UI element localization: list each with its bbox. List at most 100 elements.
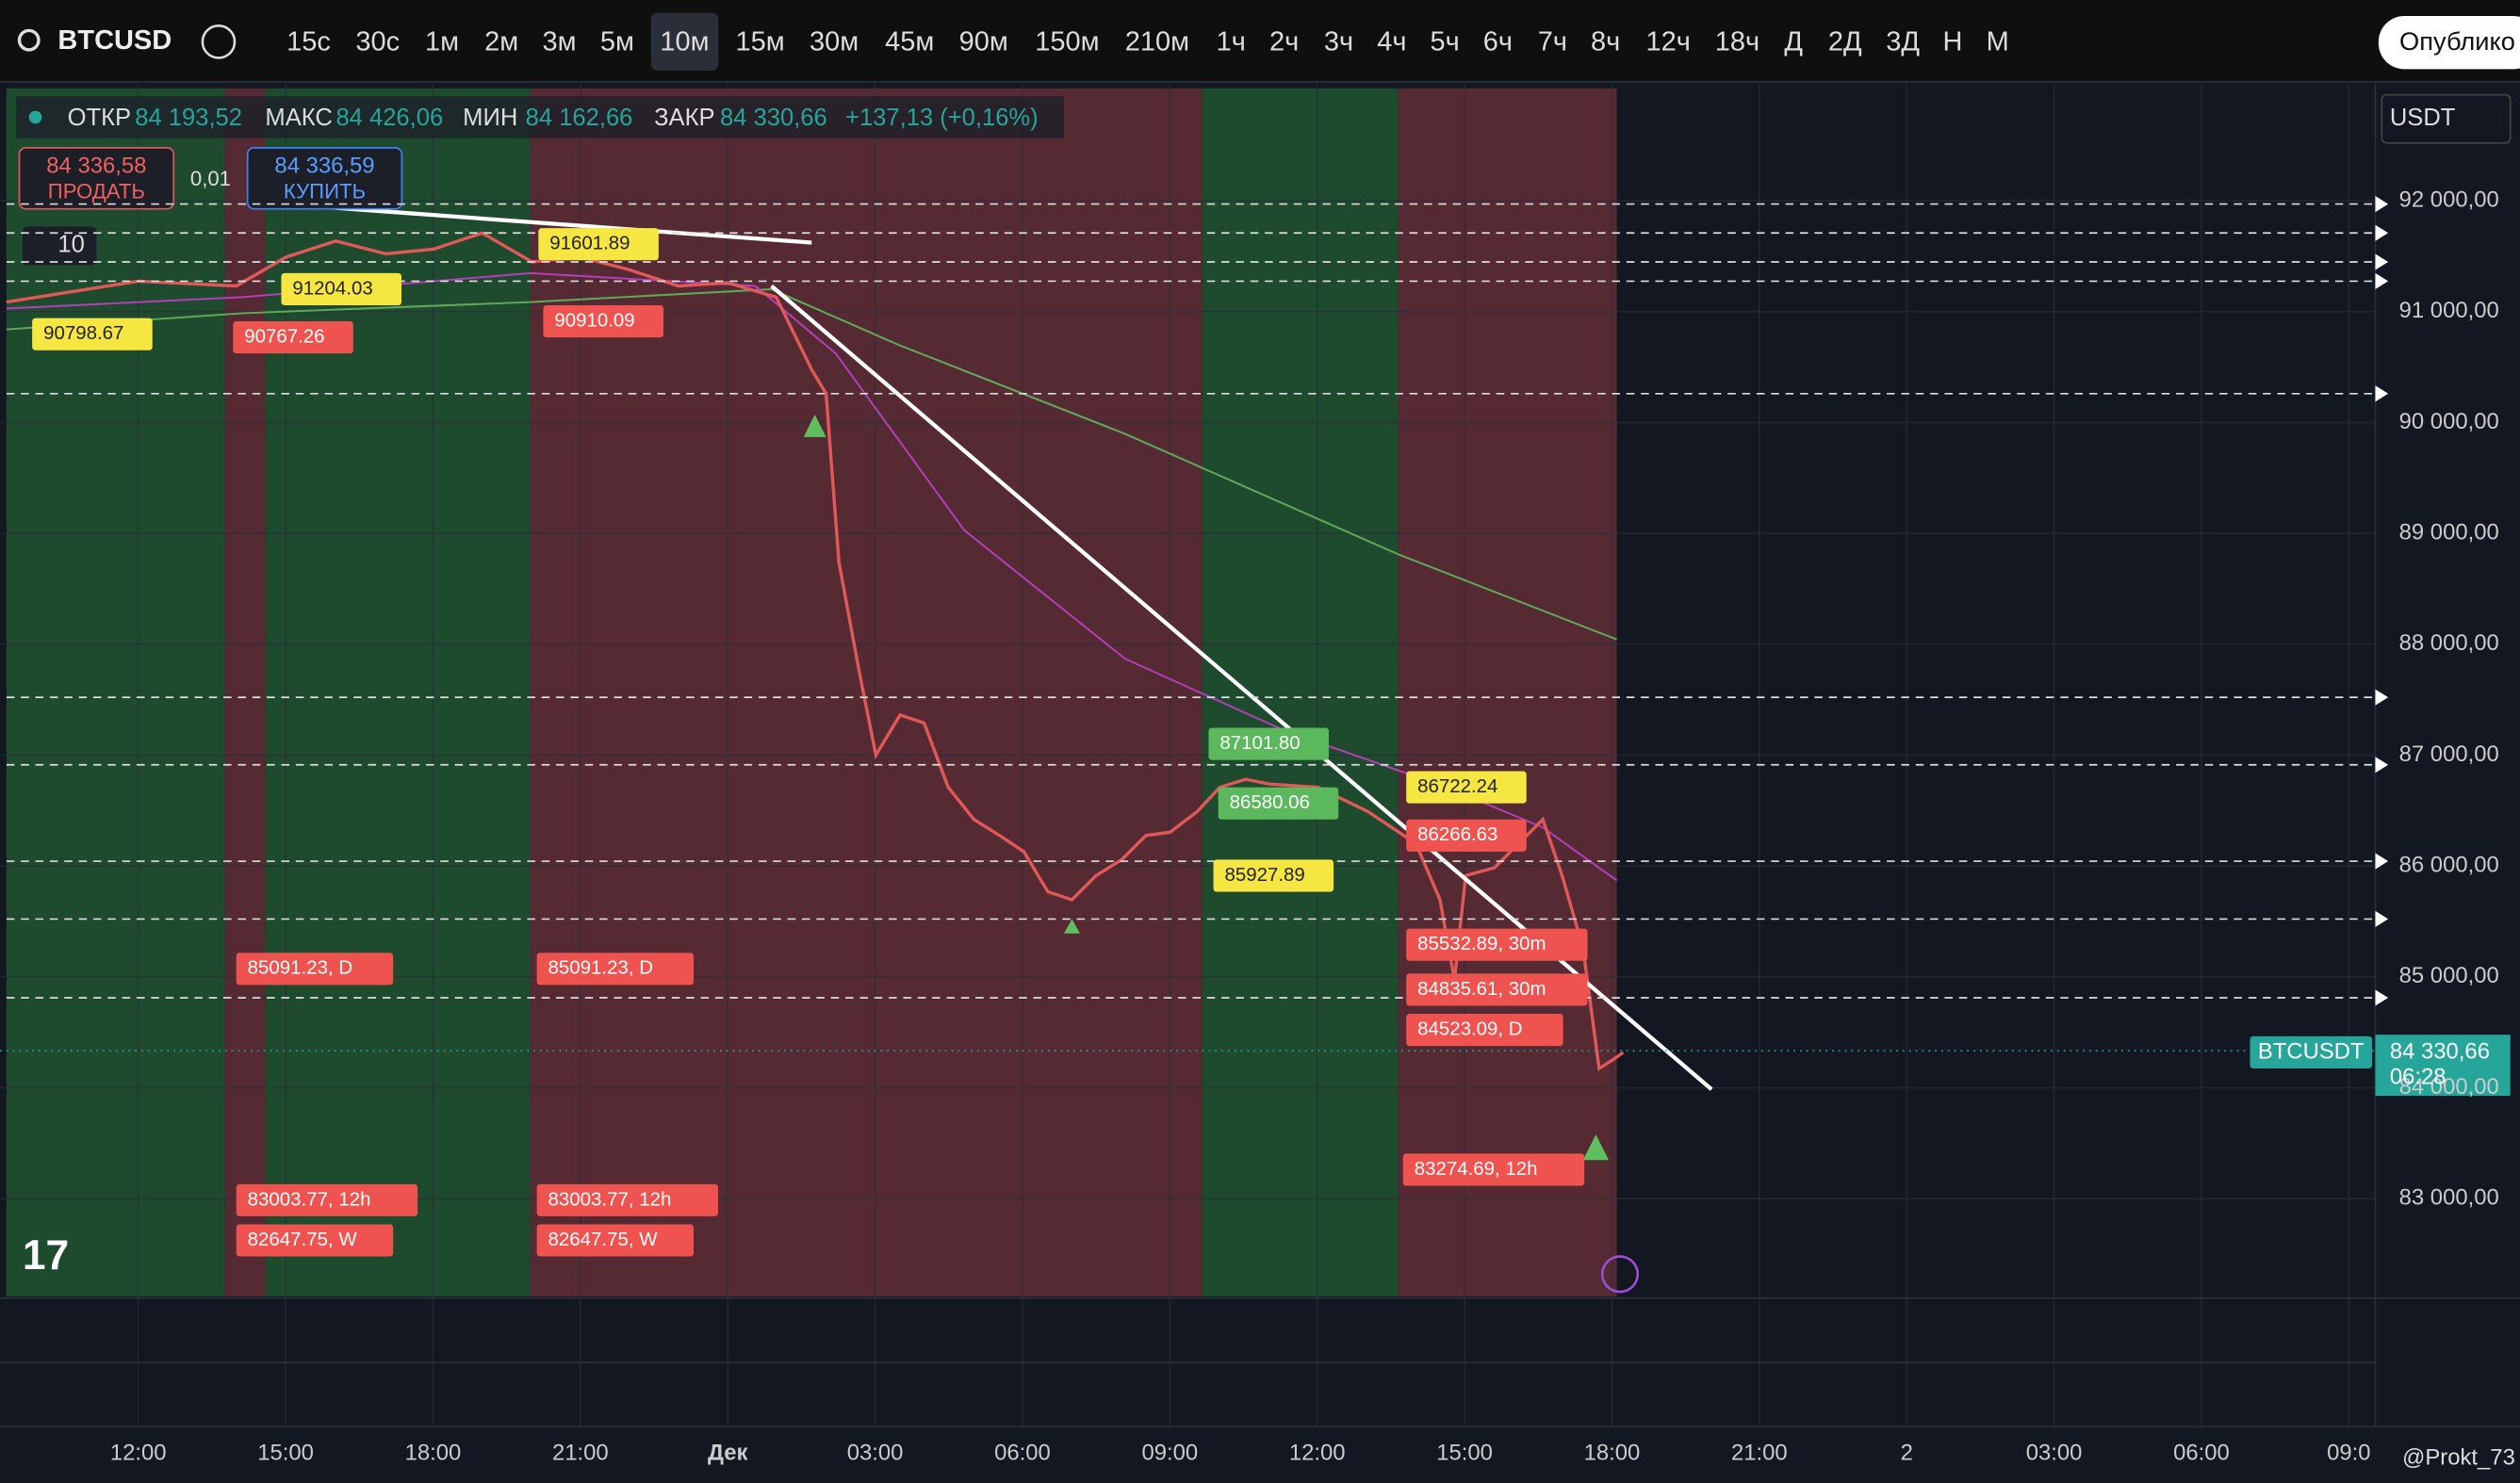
interval-button[interactable]: 150м bbox=[1035, 27, 1099, 57]
interval-button[interactable]: М bbox=[1987, 27, 2009, 57]
level-label: 86266.63 bbox=[1417, 823, 1497, 845]
grid bbox=[0, 83, 2376, 1427]
level-label-box bbox=[236, 953, 394, 986]
level-label: 90910.09 bbox=[554, 309, 634, 331]
interval-button[interactable]: 7ч bbox=[1538, 27, 1567, 57]
session-up bbox=[6, 88, 225, 1297]
interval-button[interactable]: 1м bbox=[425, 27, 459, 57]
level-label-box bbox=[1208, 727, 1329, 760]
interval-button[interactable]: 12ч bbox=[1645, 27, 1690, 57]
countdown: 06:28 bbox=[2390, 1065, 2446, 1090]
time-axis-label: 21:00 bbox=[552, 1441, 609, 1466]
level-label: 83003.77, 12h bbox=[248, 1188, 371, 1210]
indicator-count[interactable]: 10 bbox=[57, 232, 84, 258]
price-axis-label: 92 000,00 bbox=[2399, 187, 2499, 212]
level-label-box bbox=[233, 321, 353, 354]
level-label: 83274.69, 12h bbox=[1415, 1158, 1538, 1180]
level-label: 83003.77, 12h bbox=[548, 1188, 672, 1210]
interval-button[interactable]: 10м bbox=[660, 27, 709, 57]
interval-button[interactable]: 3м bbox=[542, 27, 576, 57]
level-label: 87101.80 bbox=[1219, 732, 1300, 754]
price-axis-label: 83 000,00 bbox=[2399, 1184, 2499, 1210]
level-marker bbox=[2375, 757, 2389, 774]
level-label-box bbox=[236, 1224, 394, 1257]
sell-button[interactable] bbox=[18, 147, 175, 210]
time-axis-label: 12:00 bbox=[110, 1441, 167, 1466]
time-axis-label: Дек bbox=[708, 1441, 748, 1466]
time-axis-label: 03:00 bbox=[2026, 1441, 2083, 1466]
interval-button[interactable]: Н bbox=[1943, 27, 1963, 57]
interval-button[interactable]: 18ч bbox=[1715, 27, 1759, 57]
currency-select[interactable] bbox=[2381, 93, 2512, 144]
sell-label[interactable]: ПРОДАТЬ bbox=[48, 179, 145, 203]
interval-button[interactable]: 5м bbox=[600, 27, 634, 57]
interval-button[interactable]: 30с bbox=[355, 27, 400, 57]
interval-button[interactable]: 3ч bbox=[1324, 27, 1353, 57]
level-marker bbox=[2375, 272, 2389, 289]
quantity[interactable]: 0,01 bbox=[190, 167, 231, 190]
level-label-box bbox=[536, 1183, 718, 1216]
level-label: 85532.89, 30m bbox=[1417, 933, 1546, 954]
add-symbol-button[interactable] bbox=[201, 24, 237, 59]
publish-button[interactable] bbox=[2378, 16, 2520, 70]
currency[interactable]: USDT bbox=[2390, 105, 2456, 131]
buy-button[interactable] bbox=[246, 147, 403, 210]
interval-button[interactable]: 45м bbox=[885, 27, 934, 57]
level-marker bbox=[2375, 989, 2389, 1006]
ma-slow bbox=[6, 287, 1617, 641]
legend-bg bbox=[16, 96, 1064, 139]
interval-button[interactable]: 3Д bbox=[1886, 27, 1920, 57]
legend-low-label: МИН bbox=[463, 105, 517, 131]
price-axis-label: 90 000,00 bbox=[2399, 409, 2499, 434]
interval-button[interactable]: Д bbox=[1784, 27, 1803, 57]
publish-label[interactable]: Опублико bbox=[2399, 26, 2515, 56]
symbol[interactable]: BTCUSD bbox=[57, 25, 172, 56]
interval-button[interactable]: 4ч bbox=[1377, 27, 1406, 57]
level-label-box bbox=[1213, 859, 1334, 892]
interval-button[interactable]: 8ч bbox=[1591, 27, 1620, 57]
buy-label[interactable]: КУПИТЬ bbox=[284, 179, 366, 203]
sell-price[interactable]: 84 336,58 bbox=[46, 154, 146, 179]
interval-button[interactable]: 5ч bbox=[1430, 27, 1459, 57]
last-price: 84 330,66 bbox=[2390, 1038, 2490, 1064]
level-marker bbox=[2375, 385, 2389, 402]
level-label-box bbox=[538, 228, 659, 261]
interval-button[interactable]: 6ч bbox=[1483, 27, 1513, 57]
search-icon[interactable] bbox=[17, 28, 41, 52]
time-axis-label: 03:00 bbox=[847, 1441, 904, 1466]
legend-change: +137,13 (+0,16%) bbox=[845, 105, 1039, 131]
watermark: @Prokt_73 bbox=[2402, 1445, 2515, 1471]
session-down bbox=[224, 88, 266, 1297]
interval-button[interactable]: 15м bbox=[736, 27, 785, 57]
level-label-box bbox=[1218, 787, 1339, 820]
legend-close: 84 330,66 bbox=[720, 105, 827, 131]
level-label: 85091.23, D bbox=[248, 957, 352, 979]
level-label: 90767.26 bbox=[244, 326, 324, 348]
price-axis-label: 86 000,00 bbox=[2399, 852, 2499, 877]
last-price-tag bbox=[2375, 1035, 2511, 1097]
level-label-box bbox=[1406, 973, 1588, 1006]
level-label: 82647.75, W bbox=[548, 1229, 659, 1250]
interval-button[interactable]: 210м bbox=[1125, 27, 1189, 57]
alert-icon[interactable] bbox=[1600, 1255, 1640, 1294]
interval-button[interactable]: 90м bbox=[959, 27, 1008, 57]
price-axis-label: 91 000,00 bbox=[2399, 298, 2499, 323]
level-label: 90798.67 bbox=[43, 322, 123, 344]
interval-button[interactable]: 15с bbox=[286, 27, 331, 57]
interval-button[interactable]: 2м bbox=[484, 27, 518, 57]
level-label: 86722.24 bbox=[1417, 775, 1497, 797]
price-axis-label: 87 000,00 bbox=[2399, 742, 2499, 767]
interval-button[interactable]: 2Д bbox=[1828, 27, 1862, 57]
interval-button[interactable]: 30м bbox=[810, 27, 859, 57]
indicators-toggle[interactable] bbox=[22, 226, 97, 266]
level-label-box bbox=[1406, 1014, 1563, 1047]
buy-price[interactable]: 84 336,59 bbox=[274, 154, 374, 179]
time-axis-label: 15:00 bbox=[257, 1441, 314, 1466]
time-axis-label: 18:00 bbox=[405, 1441, 462, 1466]
interval-button[interactable]: 1ч bbox=[1217, 27, 1246, 57]
time-axis-label: 09:0 bbox=[2327, 1441, 2370, 1466]
time-axis-label: 21:00 bbox=[1731, 1441, 1788, 1466]
session-down bbox=[530, 88, 1203, 1297]
interval-button[interactable]: 2ч bbox=[1269, 27, 1299, 57]
